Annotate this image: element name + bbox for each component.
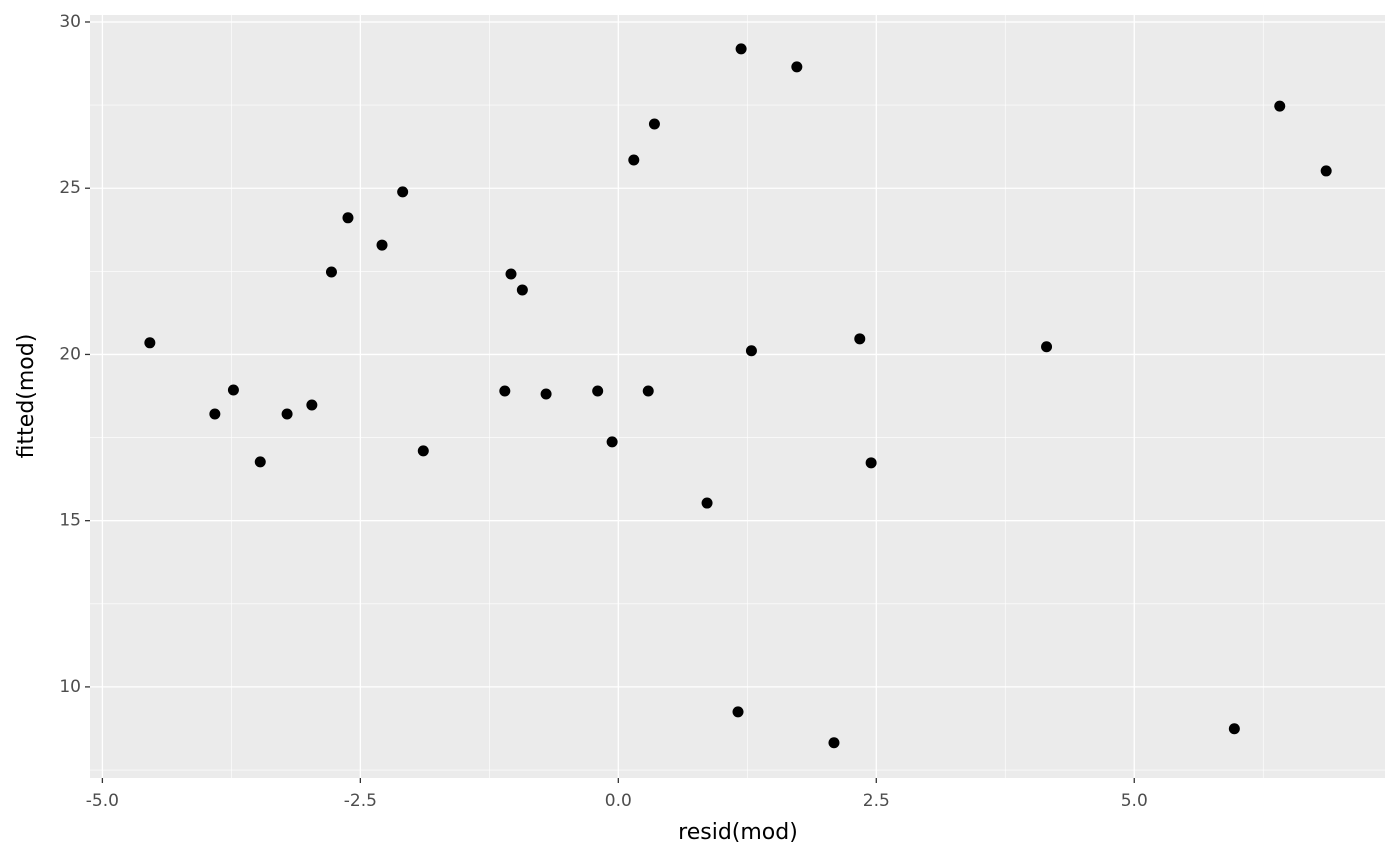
- y-tick-label: 20: [59, 344, 81, 364]
- y-tick-label: 30: [59, 12, 81, 32]
- point: [628, 154, 640, 166]
- point: [376, 239, 388, 251]
- y-axis-title: fitted(mod): [14, 334, 39, 459]
- point: [254, 456, 266, 468]
- point: [1228, 723, 1240, 735]
- point: [499, 385, 511, 397]
- point: [735, 43, 747, 55]
- x-tick-label: 5.0: [1121, 791, 1148, 811]
- point: [417, 445, 429, 457]
- point: [227, 384, 239, 396]
- point: [606, 436, 618, 448]
- point: [1041, 341, 1053, 353]
- x-tick-label: -5.0: [86, 791, 119, 811]
- point: [209, 408, 221, 420]
- point: [854, 333, 866, 345]
- x-tick-label: 2.5: [863, 791, 890, 811]
- point: [828, 737, 840, 749]
- point: [144, 337, 156, 349]
- point: [745, 345, 757, 357]
- point: [505, 268, 517, 280]
- point: [325, 266, 337, 278]
- panel-background: [90, 15, 1385, 778]
- x-tick-label: 0.0: [605, 791, 632, 811]
- y-tick-label: 15: [59, 511, 81, 531]
- point: [540, 388, 552, 400]
- grid: [90, 15, 1385, 778]
- point: [1320, 165, 1332, 177]
- y-tick-label: 10: [59, 677, 81, 697]
- point: [642, 385, 654, 397]
- point: [516, 284, 528, 296]
- axes: -5.0 -2.5 0.0 2.5 5.0 10 15 20 25 30: [59, 12, 1147, 811]
- x-axis-title: resid(mod): [678, 820, 798, 845]
- point: [701, 497, 713, 509]
- point: [732, 706, 744, 718]
- point: [791, 61, 803, 73]
- y-tick-label: 25: [59, 178, 81, 198]
- x-tick-label: -2.5: [344, 791, 377, 811]
- point: [342, 212, 354, 224]
- point: [306, 399, 318, 411]
- point: [281, 408, 293, 420]
- point: [865, 457, 877, 469]
- point: [1274, 100, 1286, 112]
- point: [397, 186, 409, 198]
- point: [648, 118, 660, 130]
- point: [592, 385, 604, 397]
- points: [144, 43, 1332, 749]
